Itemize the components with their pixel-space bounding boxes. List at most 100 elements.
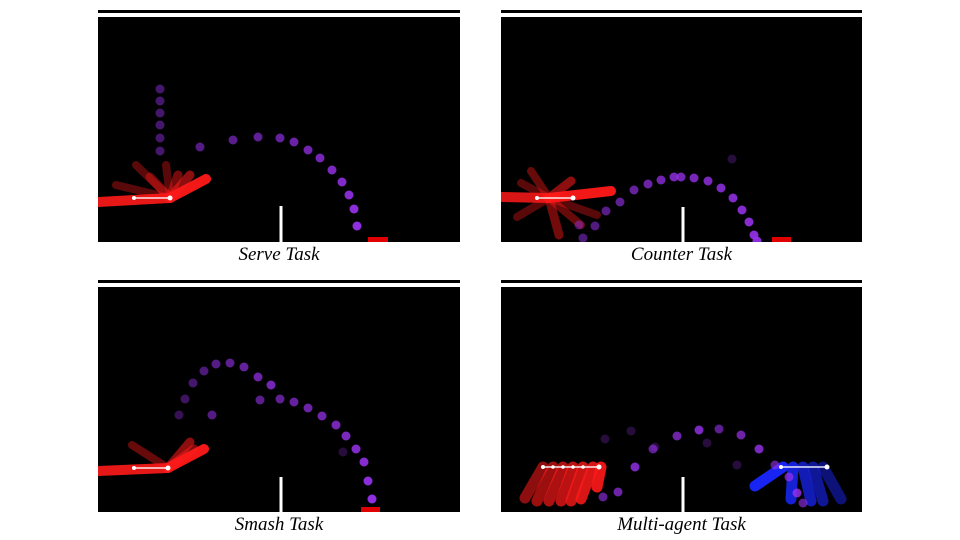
- ball-trail-point: [629, 185, 639, 195]
- robot-arm-link: [807, 461, 829, 507]
- joint-point: [581, 465, 585, 469]
- counter-task-caption: Counter Task: [630, 244, 733, 265]
- joint-point: [132, 196, 136, 200]
- joint-point: [541, 465, 545, 469]
- ball-trail-point: [613, 487, 623, 497]
- ball-trail-point: [266, 380, 276, 390]
- ball-trail-point: [155, 84, 165, 94]
- ball-trail-point: [211, 359, 221, 369]
- smash-task-caption: Smash Task: [234, 514, 324, 535]
- ball-trail-point: [349, 204, 359, 214]
- robot-arm-link: [145, 172, 175, 203]
- ball-trail-point: [331, 420, 341, 430]
- ball-trail-point: [590, 221, 600, 231]
- robot-arm-link: [749, 461, 789, 492]
- top-boundary-bar: [98, 280, 460, 283]
- ball-trail-point: [303, 145, 313, 155]
- robot-arm-link: [545, 194, 601, 219]
- counter-task-scene: [501, 154, 791, 242]
- ball-trail-point: [195, 142, 205, 152]
- robot-arm-link: [527, 167, 553, 202]
- ball-trail-point: [155, 96, 165, 106]
- target-zone: [368, 237, 388, 242]
- joint-point: [167, 195, 173, 201]
- ball-trail-point: [338, 447, 348, 457]
- ball-trail-point: [199, 366, 209, 376]
- ball-trail-point: [792, 488, 802, 498]
- joint-point: [824, 464, 830, 470]
- robot-arm-link: [785, 461, 799, 505]
- ball-trail-point: [255, 395, 265, 405]
- ball-trail-point: [728, 193, 738, 203]
- robot-arm-link: [565, 461, 589, 507]
- ball-trail-point: [327, 165, 337, 175]
- ball-trail-point: [669, 172, 679, 182]
- ball-trail-point: [155, 133, 165, 143]
- ball-trail-point: [615, 197, 625, 207]
- robot-arm-link: [165, 170, 195, 203]
- ball-trail-point: [643, 179, 653, 189]
- ball-trail-point: [155, 108, 165, 118]
- joint-point: [561, 465, 565, 469]
- ball-trail-point: [648, 444, 658, 454]
- target-zone: [361, 507, 380, 512]
- ball-trail-point: [155, 120, 165, 130]
- robot-arm-link: [575, 461, 599, 505]
- ball-trail-point: [714, 424, 724, 434]
- ball-trail-point: [737, 205, 747, 215]
- ball-trail-point: [770, 460, 780, 470]
- ball-trail-point: [351, 444, 361, 454]
- ball-trail-point: [155, 146, 165, 156]
- ball-trail-point: [188, 378, 198, 388]
- ball-trail-point: [598, 492, 608, 502]
- robot-arm-link: [128, 441, 172, 472]
- multi-agent-task-caption: Multi-agent Task: [617, 514, 746, 535]
- ball-trail-point: [352, 221, 362, 231]
- ball-trail-point: [239, 362, 249, 372]
- serve-task-scene: [98, 84, 388, 242]
- joint-point: [132, 466, 136, 470]
- joint-point: [551, 465, 555, 469]
- ball-trail-point: [703, 176, 713, 186]
- robot-arm-link: [513, 194, 553, 221]
- ball-trail-point: [275, 133, 285, 143]
- robot-arm-link: [817, 461, 847, 505]
- ball-trail-point: [784, 472, 794, 482]
- target-zone: [772, 237, 791, 242]
- ball-trail-point: [174, 410, 184, 420]
- ball-trail-point: [578, 233, 588, 242]
- serve-task-screen: [98, 17, 460, 242]
- joint-point: [570, 195, 576, 201]
- joint-point: [165, 465, 171, 471]
- ball-trail-point: [650, 442, 660, 452]
- ball-trail-point: [289, 397, 299, 407]
- ball-trail-point: [744, 217, 754, 227]
- ball-trail-point: [702, 438, 712, 448]
- robot-arm-link: [797, 461, 817, 507]
- ball-trail-point: [689, 173, 699, 183]
- ball-trail-point: [732, 460, 742, 470]
- robot-arm-link: [112, 181, 174, 202]
- ball-trail-point: [727, 154, 737, 164]
- ball-trail-point: [694, 425, 704, 435]
- ball-trail-point: [337, 177, 347, 187]
- ball-trail-point: [180, 394, 190, 404]
- ball-trail-point: [228, 135, 238, 145]
- robot-arm-link: [165, 170, 183, 203]
- serve-task-caption: Serve Task: [238, 244, 320, 265]
- joint-point: [779, 465, 783, 469]
- multi-agent-task-screen: [501, 287, 862, 512]
- ball-trail-point: [363, 476, 373, 486]
- ball-trail-point: [798, 498, 808, 508]
- ball-trail-point: [317, 411, 327, 421]
- top-boundary-bar: [501, 280, 862, 283]
- ball-trail-point: [207, 410, 217, 420]
- robot-arm-link: [543, 461, 569, 507]
- ball-trail-point: [303, 403, 313, 413]
- ball-trail-point: [315, 153, 325, 163]
- robot-arm-link: [162, 161, 174, 202]
- ball-trail-point: [275, 394, 285, 404]
- robot-arm-link: [517, 179, 553, 202]
- robot-arm-link: [555, 461, 579, 507]
- ball-trail-point: [656, 175, 666, 185]
